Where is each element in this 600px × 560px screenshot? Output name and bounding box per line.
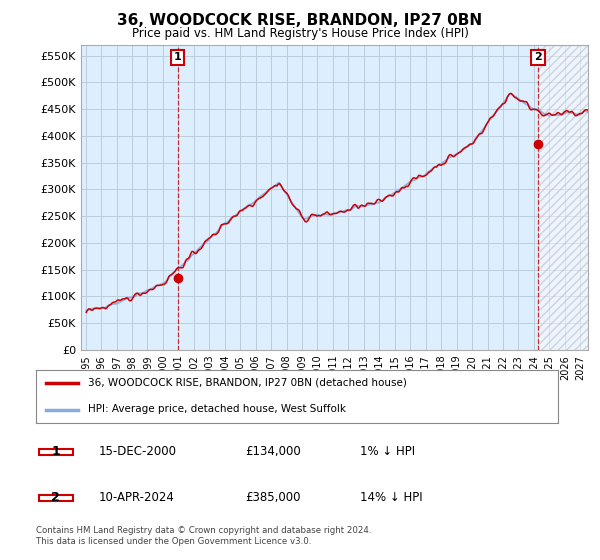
Text: 15-DEC-2000: 15-DEC-2000 <box>98 445 176 458</box>
Text: £134,000: £134,000 <box>245 445 301 458</box>
Bar <box>538 45 588 350</box>
FancyBboxPatch shape <box>38 449 73 455</box>
Text: 10-APR-2024: 10-APR-2024 <box>98 491 175 504</box>
Text: Contains HM Land Registry data © Crown copyright and database right 2024.
This d: Contains HM Land Registry data © Crown c… <box>36 526 371 546</box>
Text: 2: 2 <box>51 491 60 504</box>
Text: 1% ↓ HPI: 1% ↓ HPI <box>359 445 415 458</box>
Text: 36, WOODCOCK RISE, BRANDON, IP27 0BN (detached house): 36, WOODCOCK RISE, BRANDON, IP27 0BN (de… <box>88 378 407 388</box>
Text: £385,000: £385,000 <box>245 491 301 504</box>
Bar <box>538 45 588 350</box>
Text: 36, WOODCOCK RISE, BRANDON, IP27 0BN: 36, WOODCOCK RISE, BRANDON, IP27 0BN <box>118 13 482 28</box>
Text: 1: 1 <box>174 53 182 62</box>
Text: Price paid vs. HM Land Registry's House Price Index (HPI): Price paid vs. HM Land Registry's House … <box>131 27 469 40</box>
FancyBboxPatch shape <box>38 494 73 501</box>
Text: 14% ↓ HPI: 14% ↓ HPI <box>359 491 422 504</box>
Text: HPI: Average price, detached house, West Suffolk: HPI: Average price, detached house, West… <box>88 404 346 414</box>
Text: 1: 1 <box>51 445 60 458</box>
Text: 2: 2 <box>534 53 542 62</box>
